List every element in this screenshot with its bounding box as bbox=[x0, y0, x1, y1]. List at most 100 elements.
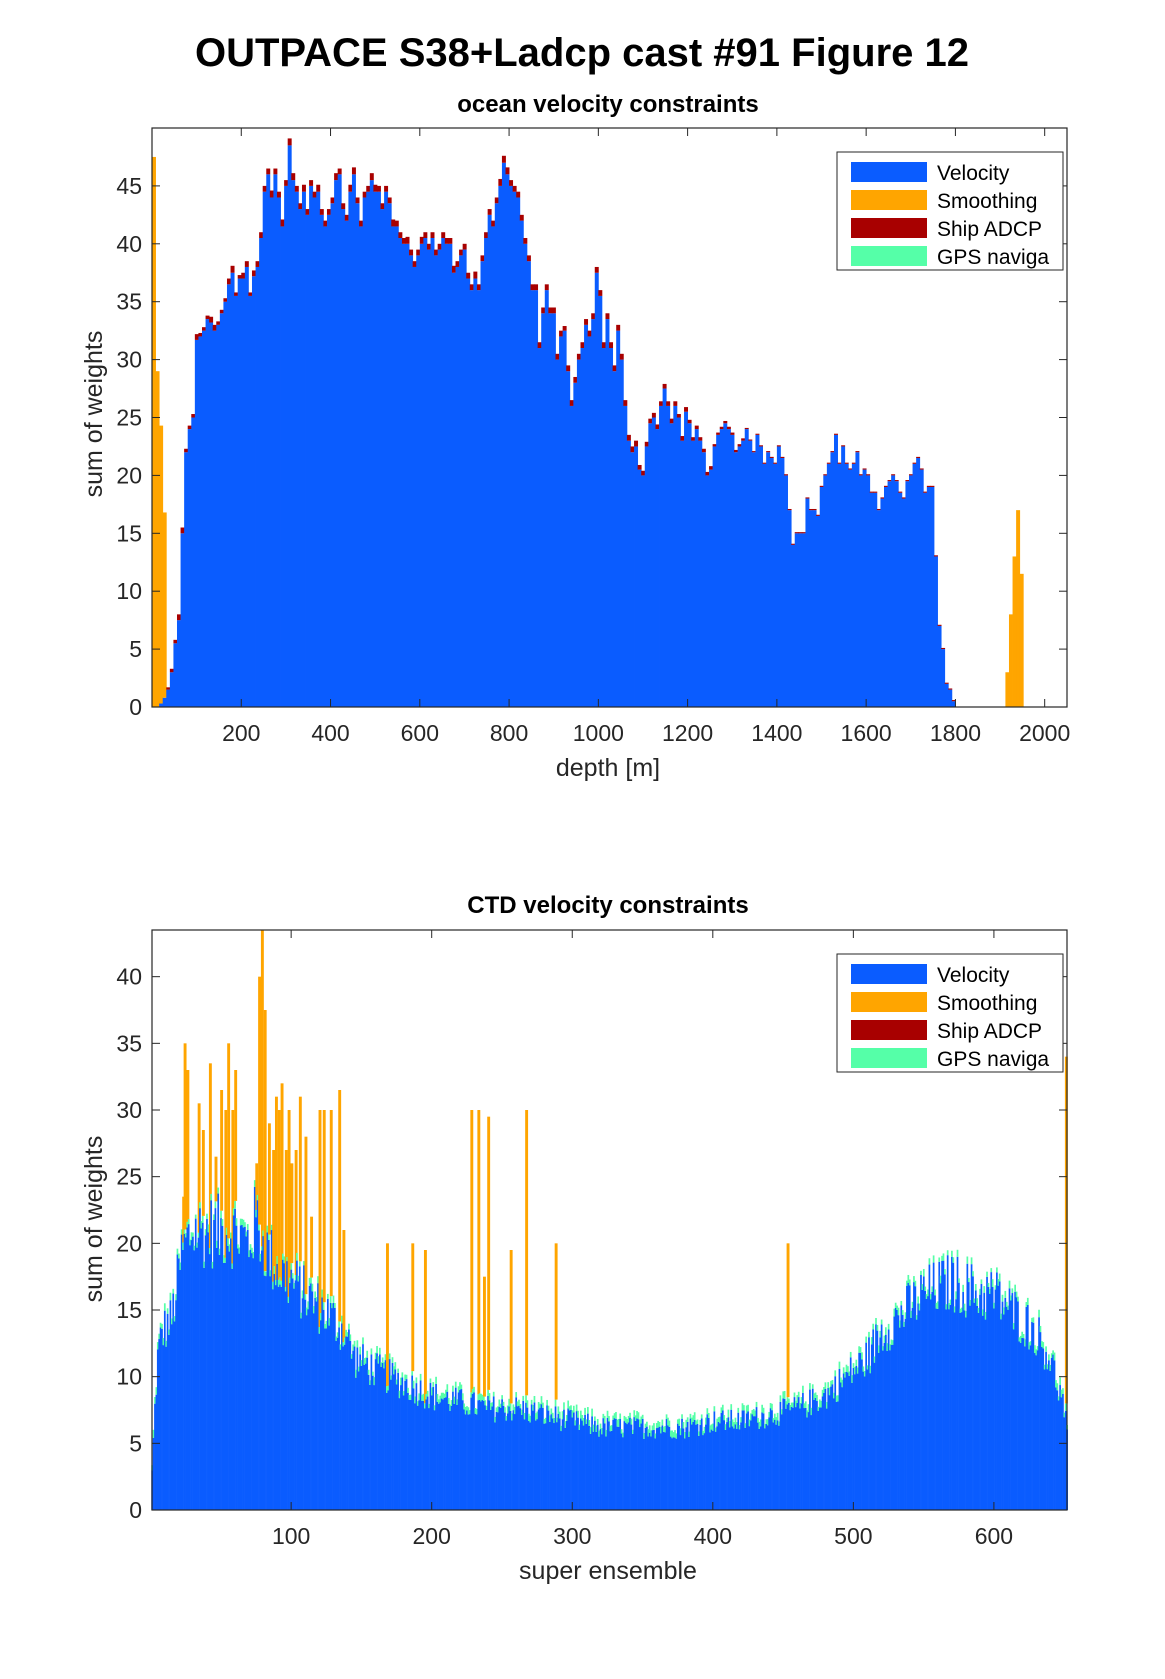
velocity-bar bbox=[787, 510, 792, 707]
gps-naviga-bar bbox=[956, 1249, 959, 1257]
velocity-bar bbox=[588, 1425, 591, 1510]
velocity-bar bbox=[308, 1285, 311, 1510]
ship-adcp-bar bbox=[873, 491, 878, 493]
velocity-bar bbox=[477, 1400, 480, 1510]
velocity-bar bbox=[754, 1416, 756, 1510]
gps-naviga-bar bbox=[499, 1403, 502, 1408]
ship-adcp-bar bbox=[398, 232, 403, 239]
gps-naviga-bar bbox=[535, 1413, 537, 1421]
ship-adcp-bar bbox=[701, 448, 706, 453]
velocity-bar bbox=[416, 255, 421, 707]
gps-naviga-bar bbox=[790, 1402, 793, 1407]
velocity-bar bbox=[880, 1324, 883, 1510]
velocity-bar bbox=[418, 1400, 421, 1510]
velocity-bar bbox=[811, 1388, 814, 1510]
gps-naviga-bar bbox=[986, 1271, 988, 1277]
velocity-bar bbox=[391, 226, 396, 707]
gps-naviga-bar bbox=[480, 1393, 482, 1402]
velocity-bar bbox=[570, 1409, 572, 1510]
velocity-bar bbox=[189, 1245, 191, 1510]
velocity-bar bbox=[1050, 1357, 1053, 1510]
x-tick-label: 1200 bbox=[662, 720, 713, 746]
velocity-bar bbox=[613, 1418, 616, 1510]
velocity-bar bbox=[362, 1344, 364, 1510]
velocity-bar bbox=[366, 191, 371, 707]
gps-naviga-bar bbox=[622, 1432, 624, 1438]
velocity-bar bbox=[931, 1291, 934, 1510]
gps-naviga-bar bbox=[274, 1280, 277, 1286]
velocity-bar bbox=[369, 1384, 371, 1510]
gps-naviga-bar bbox=[305, 1307, 308, 1316]
velocity-bar bbox=[979, 1294, 981, 1510]
velocity-bar bbox=[226, 284, 231, 707]
velocity-bar bbox=[1048, 1360, 1050, 1510]
velocity-bar bbox=[879, 1337, 882, 1510]
gps-naviga-bar bbox=[214, 1201, 217, 1209]
velocity-bar bbox=[653, 1429, 655, 1510]
gps-naviga-bar bbox=[835, 1395, 838, 1402]
gps-naviga-bar bbox=[563, 1402, 565, 1410]
ship-adcp-bar bbox=[780, 456, 785, 459]
gps-naviga-bar bbox=[411, 1371, 414, 1376]
gps-naviga-bar bbox=[655, 1423, 658, 1429]
ship-adcp-bar bbox=[512, 185, 517, 192]
gps-naviga-bar bbox=[526, 1400, 529, 1408]
velocity-bar bbox=[269, 1276, 272, 1510]
ship-adcp-bar bbox=[384, 185, 389, 192]
velocity-bar bbox=[584, 1414, 586, 1510]
ship-adcp-bar bbox=[234, 292, 239, 296]
legend-swatch bbox=[851, 1048, 927, 1068]
velocity-bar bbox=[414, 1403, 416, 1510]
velocity-bar bbox=[217, 1193, 220, 1510]
velocity-bar bbox=[234, 1208, 236, 1510]
ship-adcp-bar bbox=[351, 167, 356, 175]
velocity-bar bbox=[769, 1408, 772, 1510]
velocity-bar bbox=[451, 272, 456, 707]
velocity-bar bbox=[398, 1398, 401, 1510]
gps-naviga-bar bbox=[876, 1324, 879, 1331]
velocity-bar bbox=[684, 411, 689, 707]
velocity-bar bbox=[993, 1308, 995, 1510]
smoothing-bar bbox=[1064, 1056, 1068, 1404]
gps-naviga-bar bbox=[206, 1213, 208, 1219]
gps-naviga-bar bbox=[591, 1408, 593, 1417]
gps-naviga-bar bbox=[547, 1405, 550, 1411]
ship-adcp-bar bbox=[230, 265, 235, 273]
gps-naviga-bar bbox=[494, 1416, 496, 1423]
velocity-bar bbox=[963, 1310, 966, 1510]
ship-adcp-bar bbox=[405, 236, 410, 244]
gps-naviga-bar bbox=[792, 1402, 794, 1408]
gps-naviga-bar bbox=[608, 1416, 610, 1422]
velocity-bar bbox=[317, 1283, 319, 1510]
gps-naviga-bar bbox=[803, 1403, 806, 1409]
velocity-bar bbox=[928, 1264, 931, 1510]
gps-naviga-bar bbox=[1056, 1383, 1059, 1391]
velocity-bar bbox=[796, 1402, 799, 1510]
velocity-bar bbox=[610, 1430, 613, 1510]
gps-naviga-bar bbox=[793, 1392, 796, 1398]
velocity-bar bbox=[859, 1352, 862, 1510]
velocity-bar bbox=[498, 185, 503, 707]
velocity-bar bbox=[470, 1397, 473, 1510]
ship-adcp-bar bbox=[466, 272, 471, 279]
y-tick-label: 15 bbox=[116, 520, 142, 546]
velocity-bar bbox=[376, 1353, 378, 1510]
gps-naviga-bar bbox=[630, 1418, 633, 1425]
velocity-bar bbox=[191, 417, 196, 707]
smoothing-bar bbox=[280, 1083, 284, 1281]
velocity-bar bbox=[727, 1417, 730, 1510]
gps-naviga-bar bbox=[993, 1302, 995, 1309]
velocity-bar bbox=[901, 1314, 904, 1510]
velocity-bar bbox=[705, 475, 710, 707]
velocity-bar bbox=[384, 191, 389, 707]
velocity-bar bbox=[1005, 1306, 1008, 1510]
velocity-bar bbox=[287, 1302, 290, 1510]
velocity-bar bbox=[546, 1405, 548, 1510]
gps-naviga-bar bbox=[416, 1401, 419, 1406]
velocity-bar bbox=[205, 319, 210, 707]
gps-naviga-bar bbox=[267, 1234, 270, 1240]
smoothing-bar bbox=[1008, 614, 1013, 707]
velocity-bar bbox=[915, 1319, 918, 1510]
gps-naviga-bar bbox=[720, 1407, 723, 1413]
